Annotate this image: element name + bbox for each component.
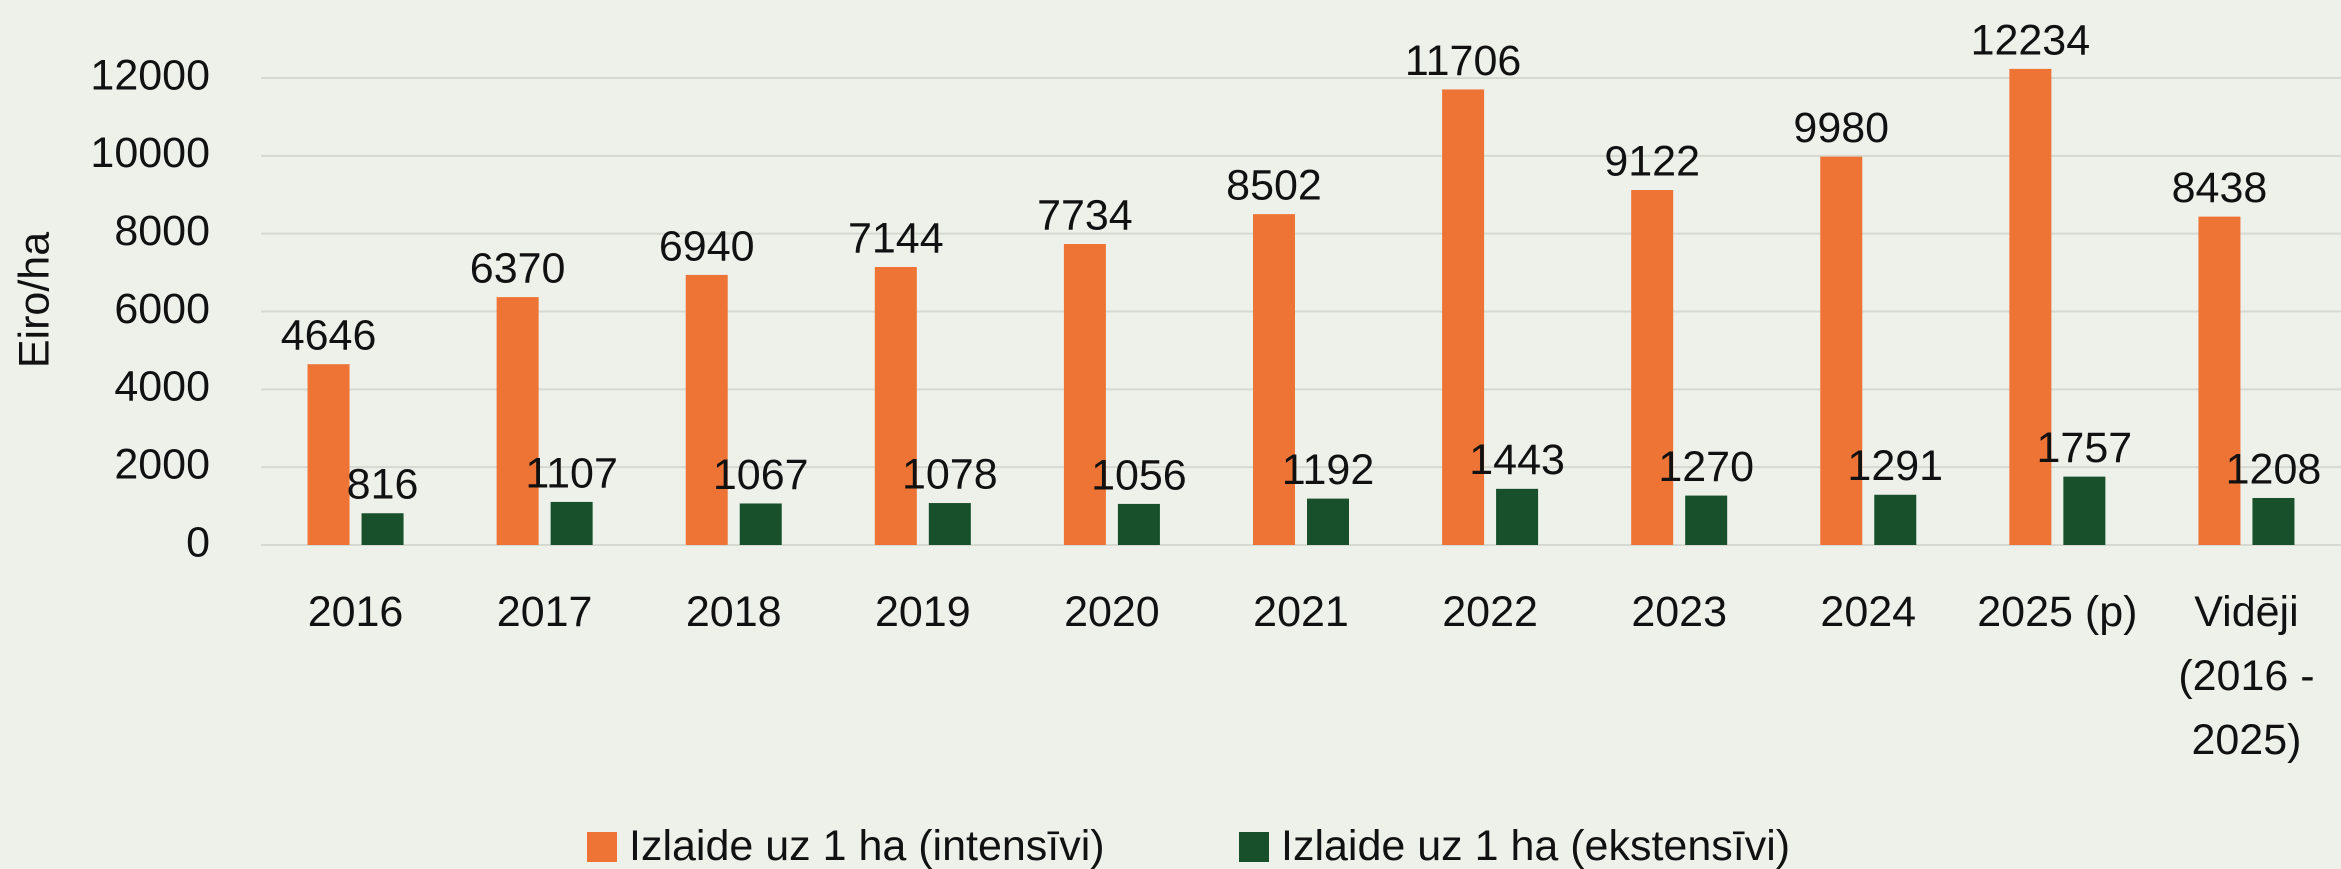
bar (1874, 494, 1917, 545)
bar (1631, 190, 1674, 545)
data-label: 1078 (902, 450, 998, 498)
y-tick-label: 4000 (114, 363, 210, 411)
bar (2198, 216, 2241, 546)
data-label: 1757 (2037, 424, 2133, 472)
bar (2252, 497, 2295, 545)
legend-label: Izlaide uz 1 ha (ekstensīvi) (1281, 822, 1791, 869)
data-label: 1056 (1091, 451, 1187, 499)
data-label: 1192 (1282, 446, 1374, 494)
y-tick-label: 10000 (90, 129, 210, 177)
data-label: 9122 (1604, 137, 1700, 185)
y-tick-label: 0 (186, 518, 210, 566)
legend-label: Izlaide uz 1 ha (intensīvi) (629, 822, 1105, 869)
data-label: 4646 (281, 312, 377, 360)
bar (1063, 244, 1106, 545)
bar (1117, 503, 1160, 545)
y-tick-label: 6000 (114, 285, 210, 333)
x-tick-label: 2022 (1442, 588, 1538, 636)
data-label: 1208 (2226, 445, 2322, 493)
data-label: 7734 (1037, 191, 1133, 239)
x-tick-label: 2021 (1253, 588, 1349, 636)
x-tick-label: 2025 (p) (1977, 588, 2138, 636)
bar (685, 274, 728, 545)
bar (1253, 214, 1295, 545)
data-label: 11706 (1405, 37, 1521, 85)
legend-swatch (587, 832, 617, 862)
y-tick-label: 2000 (114, 441, 210, 489)
bar (307, 364, 350, 545)
bar (1820, 156, 1863, 545)
bar (361, 513, 404, 545)
x-tick-label: Vidēji (2016 - 2025) (2178, 588, 2315, 764)
data-label: 8502 (1226, 161, 1322, 209)
x-tick-label: 2023 (1631, 588, 1727, 636)
data-label: 1107 (525, 449, 617, 497)
bar (874, 266, 917, 545)
x-tick-label: 2020 (1064, 588, 1160, 636)
bar (2009, 68, 2052, 546)
bar (496, 297, 539, 545)
data-label: 1443 (1469, 436, 1565, 484)
data-label: 816 (347, 461, 419, 509)
x-tick-label: 2016 (307, 588, 404, 636)
bar (1442, 89, 1485, 545)
x-tick-label: 2019 (874, 588, 971, 636)
data-label: 12234 (1971, 16, 2091, 64)
data-label: 6940 (659, 222, 755, 270)
y-axis-label: Eiro/ha (10, 232, 58, 368)
data-label: 6370 (470, 244, 566, 292)
bar (1685, 495, 1728, 545)
bar (1496, 488, 1539, 545)
data-label: 7144 (848, 214, 944, 262)
bar (1307, 498, 1349, 545)
data-label: 1067 (713, 451, 809, 499)
bar (2063, 476, 2106, 545)
legend-swatch (1239, 832, 1269, 862)
x-tick-label: 2018 (685, 588, 782, 636)
x-tick-label: 2017 (496, 588, 593, 636)
bar (550, 501, 593, 545)
bar (739, 503, 782, 545)
bar (928, 503, 971, 545)
data-label: 8438 (2172, 164, 2268, 212)
x-tick-label: 2024 (1820, 588, 1917, 636)
data-label: 1270 (1658, 443, 1754, 491)
y-tick-label: 12000 (90, 51, 210, 99)
data-label: 9980 (1793, 104, 1889, 152)
data-label: 1291 (1847, 442, 1943, 490)
y-tick-label: 8000 (114, 207, 210, 255)
